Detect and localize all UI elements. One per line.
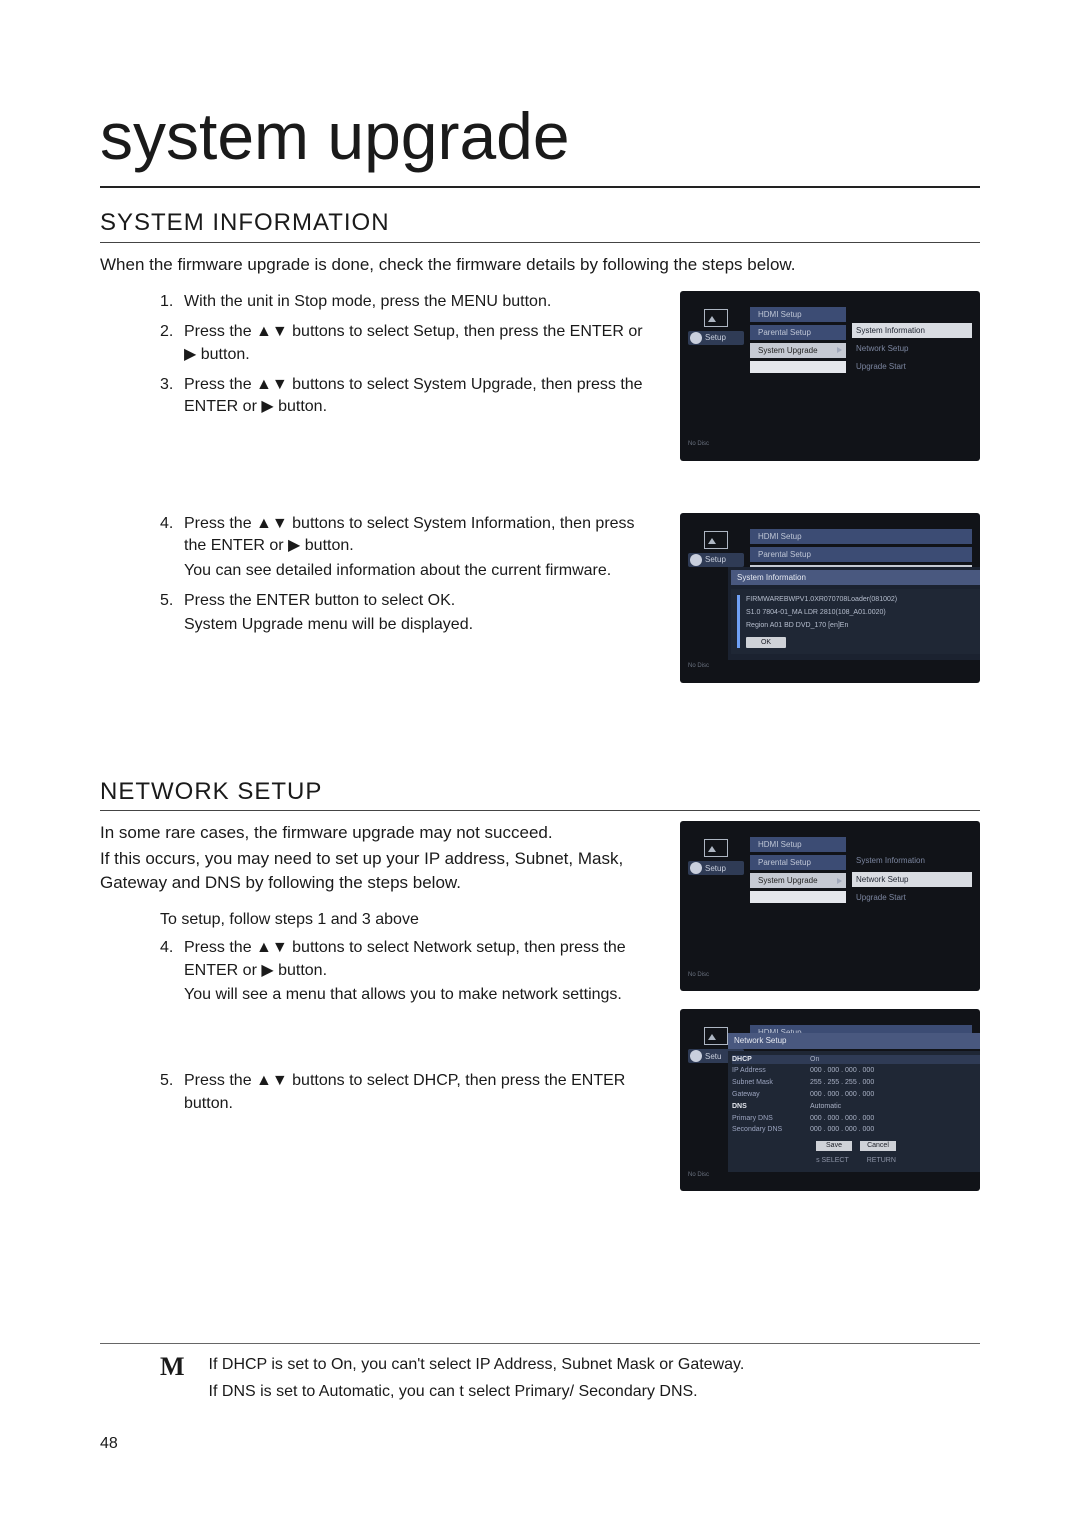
chevron-right-icon (837, 347, 842, 353)
net-p1: In some rare cases, the ﬁrmware upgrade … (100, 821, 656, 845)
sidebar-label: Setup (705, 332, 726, 343)
step-num: 4. (160, 513, 173, 535)
gear-icon (690, 862, 702, 874)
sidebar-label: Setu (705, 1051, 721, 1062)
step-4: 4. Press the ▲▼ buttons to select System … (160, 513, 656, 582)
menu-row: HDMI Setup (750, 307, 846, 322)
sys-info-intro: When the ﬁrmware upgrade is done, check … (100, 253, 980, 277)
net-step-4: 4. Press the ▲▼ buttons to select Network… (160, 937, 656, 1006)
menu-row: HDMI Setup (750, 837, 846, 852)
net-row-sdns: Secondary DNS000 . 000 . 000 . 000 (732, 1125, 980, 1135)
net-row-gateway: Gateway000 . 000 . 000 . 000 (732, 1090, 980, 1100)
no-disc-label: No Disc (688, 971, 744, 983)
chevron-right-icon (837, 878, 842, 884)
step-num: 4. (160, 937, 173, 959)
net-p2: If this occurs, you may need to set up y… (100, 847, 656, 895)
step-text: With the unit in Stop mode, press the ME… (184, 293, 551, 310)
info-bar-icon (737, 595, 740, 648)
screenshot-system-information-popup: Setup No Disc HDMI Setup Parental Setup … (680, 513, 980, 683)
step-text: Press the ▲▼ buttons to select System Up… (184, 376, 643, 415)
step-text: Press the ENTER button to select OK. (184, 592, 455, 609)
network-table: DHCPOn IP Address000 . 000 . 000 . 000 S… (728, 1051, 980, 1172)
step-subtext: System Upgrade menu will be displayed. (184, 614, 656, 636)
net-step-5: 5. Press the ▲▼ buttons to select DHCP, t… (160, 1070, 656, 1115)
note-mark: M (160, 1354, 185, 1407)
menu-row: Parental Setup (750, 547, 972, 562)
menu-row: Parental Setup (750, 855, 846, 870)
popup-title: Network Setup (728, 1033, 980, 1048)
submenu-item: System Information (852, 323, 972, 338)
no-disc-label: No Disc (688, 662, 744, 674)
net-pre: To setup, follow steps 1 and 3 above (100, 909, 656, 931)
menu-row-selected: System Upgrade (750, 873, 846, 888)
step-5: 5. Press the ENTER button to select OK. S… (160, 590, 656, 637)
step-num: 1. (160, 291, 173, 313)
step-3: 3. Press the ▲▼ buttons to select System … (160, 374, 656, 419)
section-system-information: SYSTEM INFORMATION (100, 206, 980, 243)
menu-row: HDMI Setup (750, 529, 972, 544)
section-network-setup: NETWORK SETUP (100, 775, 980, 812)
step-num: 2. (160, 321, 173, 343)
net-row-subnet: Subnet Mask255 . 255 . 255 . 000 (732, 1078, 980, 1088)
hint-select: s SELECT (816, 1156, 849, 1166)
sidebar-item-setup: Setup (688, 331, 744, 345)
step-text: Press the ▲▼ buttons to select DHCP, the… (184, 1072, 625, 1111)
divider (750, 891, 846, 903)
step-text: Press the ▲▼ buttons to select System In… (184, 515, 635, 554)
page-number: 48 (100, 1433, 980, 1455)
sidebar-item-setup: Setup (688, 553, 744, 567)
gear-icon (690, 1050, 702, 1062)
photo-icon (704, 531, 728, 549)
photo-icon (704, 309, 728, 327)
sidebar-item-setup: Setup (688, 861, 744, 875)
submenu-item: Network Setup (852, 872, 972, 887)
cancel-button[interactable]: Cancel (860, 1141, 896, 1151)
page-title: system upgrade (100, 90, 980, 188)
step-num: 5. (160, 1070, 173, 1092)
no-disc-label: No Disc (688, 1171, 744, 1183)
ok-button[interactable]: OK (746, 637, 786, 648)
save-button[interactable]: Save (816, 1141, 852, 1151)
firmware-line: S1.0 7804-01_MA LDR 2810(108_A01.0020) (746, 608, 897, 618)
hint-return: RETURN (867, 1156, 896, 1166)
screenshot-network-setup-panel: Setu No Disc HDMI Setup Network Setup DH… (680, 1009, 980, 1191)
menu-row-selected: System Upgrade (750, 343, 846, 358)
net-row-dhcp[interactable]: DHCPOn (732, 1055, 980, 1065)
step-num: 5. (160, 590, 173, 612)
photo-icon (704, 1027, 728, 1045)
screenshot-system-upgrade-menu: Setup No Disc HDMI Setup Parental Setup … (680, 291, 980, 461)
firmware-line: FIRMWAREBWPV1.0XR070708Loader(081002) (746, 595, 897, 605)
submenu-item: System Information (852, 853, 972, 868)
submenu-item: Upgrade Start (852, 359, 972, 374)
step-num: 3. (160, 374, 173, 396)
gear-icon (690, 332, 702, 344)
step-1: 1. With the unit in Stop mode, press the … (160, 291, 656, 313)
net-row-pdns: Primary DNS000 . 000 . 000 . 000 (732, 1114, 980, 1124)
firmware-line: Region A01 BD DVD_170 [en]En (746, 621, 897, 631)
screenshot-network-setup-menu: Setup No Disc HDMI Setup Parental Setup … (680, 821, 980, 991)
step-subtext: You can see detailed information about t… (184, 560, 656, 582)
step-subtext: You will see a menu that allows you to m… (184, 984, 656, 1006)
sidebar-label: Setup (705, 554, 726, 565)
footnote-rule (100, 1343, 980, 1344)
note-line: If DHCP is set to On, you can't select I… (209, 1354, 745, 1376)
gear-icon (690, 554, 702, 566)
divider (750, 361, 846, 373)
popup-title: System Information (731, 570, 980, 585)
photo-icon (704, 839, 728, 857)
net-row-dns: DNSAutomatic (732, 1102, 980, 1112)
note-line: If DNS is set to Automatic, you can t se… (209, 1381, 745, 1403)
submenu-item: Network Setup (852, 341, 972, 356)
step-2: 2. Press the ▲▼ buttons to select Setup, … (160, 321, 656, 366)
step-text: Press the ▲▼ buttons to select Setup, th… (184, 323, 643, 362)
step-text: Press the ▲▼ buttons to select Network s… (184, 939, 626, 978)
menu-row: Parental Setup (750, 325, 846, 340)
submenu-item: Upgrade Start (852, 890, 972, 905)
net-row-ip: IP Address000 . 000 . 000 . 000 (732, 1066, 980, 1076)
no-disc-label: No Disc (688, 440, 744, 452)
sidebar-label: Setup (705, 863, 726, 874)
